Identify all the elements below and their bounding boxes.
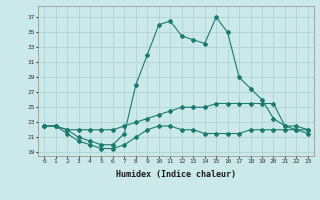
- X-axis label: Humidex (Indice chaleur): Humidex (Indice chaleur): [116, 170, 236, 179]
